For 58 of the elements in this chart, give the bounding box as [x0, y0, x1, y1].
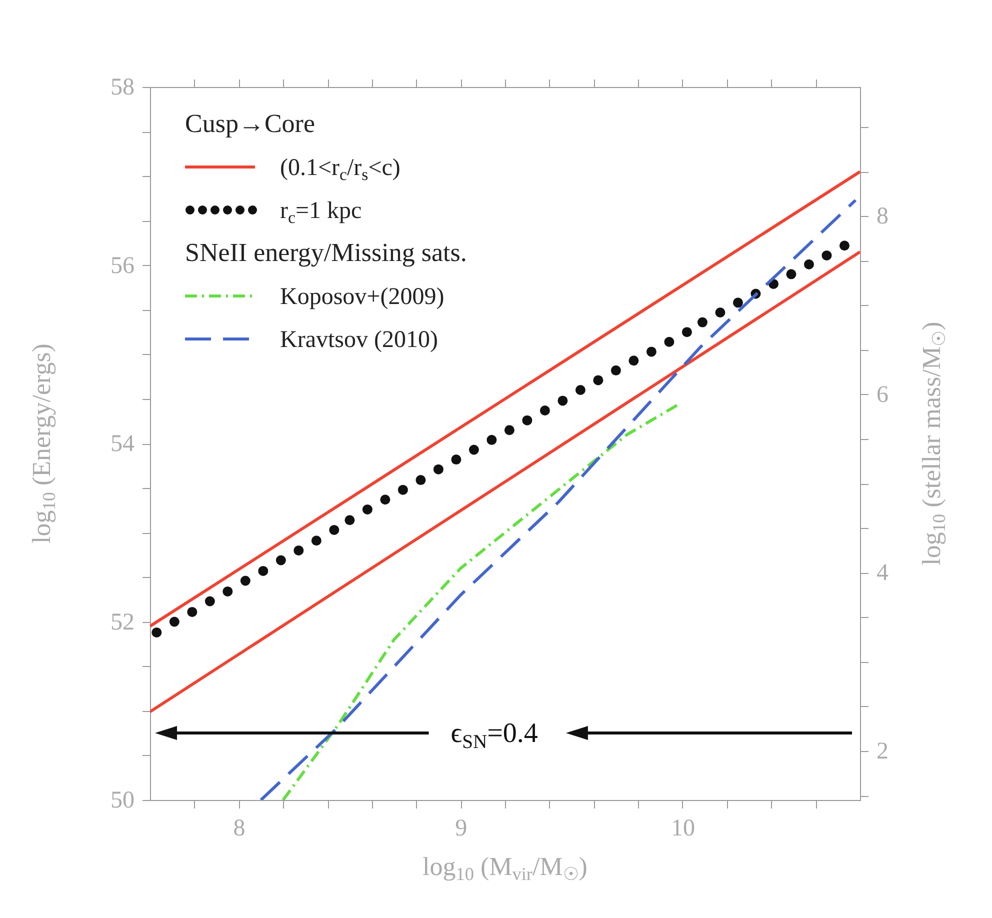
point — [294, 545, 304, 556]
y2-tick-label: 2 — [876, 738, 888, 764]
point — [822, 250, 832, 260]
point — [664, 336, 674, 347]
point — [628, 356, 639, 366]
point — [240, 576, 250, 586]
y-tick-label: 50 — [110, 788, 134, 814]
point — [380, 494, 390, 505]
point — [732, 298, 743, 308]
point — [486, 434, 497, 445]
point — [204, 596, 215, 606]
point — [786, 269, 796, 280]
point — [329, 524, 340, 535]
y2-tick-label: 8 — [876, 204, 888, 230]
point — [558, 396, 568, 406]
y2-tick-label: 4 — [876, 560, 888, 586]
x-tick-label: 10 — [671, 816, 695, 842]
point — [593, 375, 604, 386]
point — [715, 307, 726, 318]
point — [451, 454, 462, 465]
point — [522, 415, 532, 426]
annotation: SNeII energy/Missing sats. — [185, 238, 467, 267]
y-tick-label: 54 — [110, 431, 134, 457]
legend-label: (0.1<r$_{c}$/r$_{s}$<c) — [280, 155, 400, 184]
legend-title: Cusp→Core — [185, 109, 315, 138]
point — [610, 365, 621, 376]
point — [575, 385, 586, 396]
x-tick-label: 8 — [233, 816, 246, 842]
y2-tick-label: 6 — [876, 382, 888, 408]
point — [311, 536, 322, 546]
point — [169, 616, 180, 627]
point — [222, 586, 233, 596]
point — [646, 346, 656, 357]
annotation: ϵ$_{SN}$=0.4 — [450, 718, 538, 753]
legend-label: Koposov+(2009) — [280, 284, 444, 310]
point — [398, 484, 408, 495]
x-tick-label: 9 — [455, 816, 468, 842]
point — [276, 555, 286, 566]
point — [416, 475, 426, 486]
y-tick-label: 52 — [110, 609, 134, 636]
y-tick-label: 58 — [110, 74, 134, 100]
point — [258, 566, 268, 576]
point — [344, 515, 355, 526]
point — [468, 444, 479, 455]
point — [187, 606, 198, 617]
point — [152, 627, 162, 638]
point — [362, 504, 372, 514]
legend-label: Kravtsov (2010) — [280, 327, 438, 353]
point — [433, 464, 444, 474]
point — [682, 327, 692, 338]
point — [697, 317, 708, 328]
legend-label: r$_{c}$=1 kpc — [280, 198, 362, 228]
x-axis-title: log$_{10}$ (M$_{vir}$/M$_{☉}$) — [422, 852, 588, 884]
point — [540, 406, 550, 416]
point — [804, 259, 814, 270]
y-tick-label: 56 — [110, 252, 134, 279]
point — [839, 240, 850, 251]
point — [504, 425, 514, 436]
